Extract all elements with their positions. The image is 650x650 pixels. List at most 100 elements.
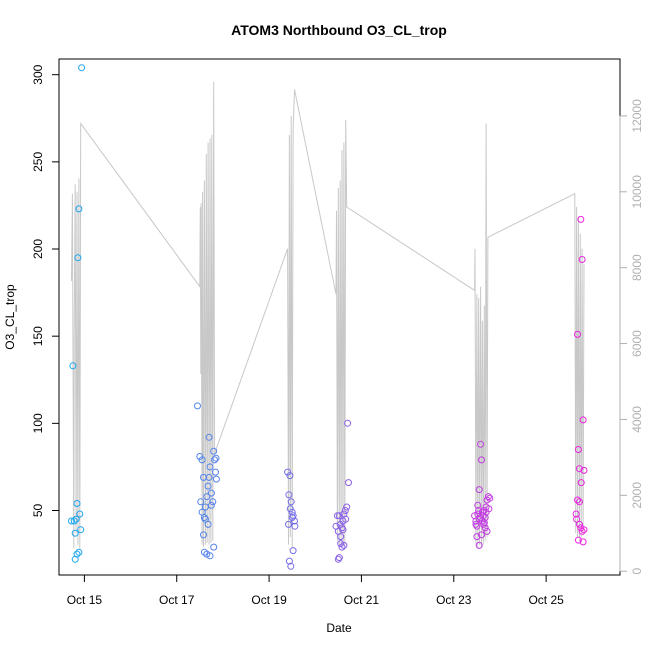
x-tick-label: Oct 15	[67, 593, 103, 607]
data-point	[475, 507, 483, 514]
data-point	[483, 527, 491, 535]
data-point	[480, 519, 488, 527]
data-point	[345, 479, 352, 487]
data-point	[72, 515, 80, 523]
data-point	[578, 256, 586, 263]
y-axis-label: O3_CL_trop	[3, 284, 17, 350]
data-point	[341, 507, 349, 514]
data-point	[579, 538, 587, 546]
data-point	[476, 515, 484, 523]
data-point	[337, 533, 345, 541]
altitude-trace	[71, 81, 585, 549]
data-point	[291, 522, 299, 530]
y2-tick-label: 2000	[630, 482, 644, 509]
data-point	[333, 512, 341, 520]
data-point	[288, 508, 296, 516]
data-point	[343, 503, 351, 511]
data-point	[574, 536, 582, 544]
data-point	[335, 512, 343, 520]
data-point	[209, 498, 217, 506]
data-point	[481, 524, 489, 532]
data-point	[194, 402, 201, 410]
data-point	[478, 531, 485, 539]
x-tick-label: Oct 17	[159, 593, 195, 607]
data-point	[577, 215, 585, 223]
data-point	[76, 510, 84, 518]
data-point	[203, 493, 211, 501]
data-point	[573, 515, 581, 523]
data-point	[342, 515, 350, 523]
data-point	[472, 520, 480, 528]
y2-tick-label: 10000	[630, 175, 644, 209]
y-tick-label: 100	[31, 413, 45, 433]
y-tick-label: 250	[31, 152, 45, 172]
data-point	[474, 501, 482, 509]
y2-tick-label: 8000	[630, 254, 644, 281]
data-point	[572, 510, 580, 518]
data-point	[285, 491, 293, 499]
data-point	[205, 433, 213, 441]
data-point	[578, 527, 586, 535]
data-point	[75, 205, 83, 213]
data-point	[69, 362, 77, 370]
data-point	[211, 456, 219, 464]
data-point	[575, 465, 583, 473]
data-point	[200, 531, 207, 539]
data-point	[574, 446, 582, 453]
data-point	[291, 517, 298, 525]
data-point	[71, 529, 79, 537]
x-tick-label: Oct 21	[344, 593, 380, 607]
data-point	[207, 489, 215, 497]
data-point	[212, 475, 220, 483]
data-point	[288, 514, 296, 521]
data-point	[289, 547, 297, 555]
data-point	[477, 440, 485, 448]
data-point	[201, 515, 209, 523]
data-point	[475, 486, 483, 494]
x-axis-label: Date	[326, 621, 352, 635]
data-point	[485, 505, 493, 513]
data-point	[210, 447, 218, 455]
y-tick-label: 150	[31, 326, 45, 346]
data-point	[575, 498, 583, 506]
data-point	[73, 550, 81, 558]
data-point	[340, 541, 348, 549]
data-point	[336, 520, 344, 528]
data-point	[212, 454, 220, 462]
data-point	[473, 533, 481, 541]
x-tick-label: Oct 23	[436, 593, 472, 607]
data-point	[200, 514, 208, 521]
data-point	[285, 557, 293, 565]
data-point	[68, 517, 75, 525]
data-point	[286, 472, 294, 480]
data-point	[574, 330, 581, 338]
data-point	[207, 501, 215, 509]
data-point	[475, 541, 483, 549]
x-tick-label: Oct 25	[528, 593, 564, 607]
data-point	[198, 456, 206, 464]
data-point	[339, 526, 347, 534]
data-point	[287, 562, 295, 570]
data-point	[77, 526, 85, 534]
y-tick-label: 200	[31, 239, 45, 259]
data-point	[484, 493, 492, 501]
y2-tick-label: 6000	[630, 330, 644, 357]
chart-title: ATOM3 Northbound O3_CL_trop	[231, 22, 447, 38]
y2-tick-label: 4000	[630, 406, 644, 433]
data-point	[287, 498, 295, 506]
data-point	[78, 64, 86, 72]
data-point	[344, 419, 352, 427]
y-tick-label: 300	[31, 64, 45, 84]
y-tick-label: 50	[31, 504, 45, 518]
data-point	[204, 482, 212, 490]
data-point	[334, 555, 342, 563]
y2-tick-label: 0	[630, 568, 644, 575]
data-point	[577, 479, 585, 487]
data-point	[478, 456, 485, 464]
data-point	[579, 416, 587, 424]
data-point	[74, 254, 82, 262]
data-point	[285, 520, 292, 528]
data-point	[335, 554, 343, 562]
altitude-line	[71, 81, 585, 549]
